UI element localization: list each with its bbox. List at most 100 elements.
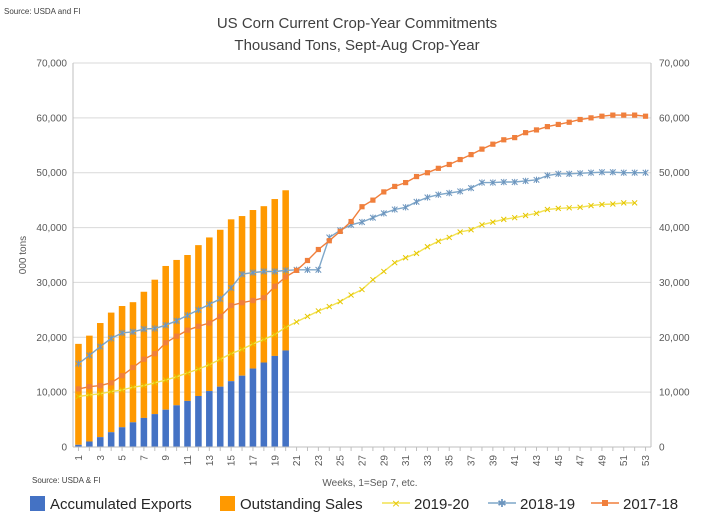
point-2017-18 <box>261 295 267 301</box>
x-tick-label: 43 <box>532 455 543 467</box>
point-2019-20 <box>108 388 115 395</box>
bar-accumulated-exports <box>238 375 246 447</box>
point-2019-20 <box>260 336 267 343</box>
y2-tick-label: 70,000 <box>659 59 690 70</box>
bar-outstanding-sales <box>216 229 224 387</box>
point-2017-18 <box>228 302 234 309</box>
x-axis-label: Weeks, 1=Sep 7, etc. <box>322 478 417 489</box>
legend-marker-2017-18 <box>602 500 608 506</box>
point-2019-20 <box>162 377 169 383</box>
point-2019-20 <box>119 387 125 393</box>
point-2017-18 <box>522 130 529 136</box>
point-2018-19 <box>140 325 148 333</box>
point-2018-19 <box>533 176 540 184</box>
point-2019-20 <box>271 331 278 338</box>
source-bottom: Source: USDA & FI <box>32 476 100 485</box>
y-tick-label: 10,000 <box>36 388 67 399</box>
axes-layer: 0 10,000 20,000 30,000 40,000 50,000 60,000 70,… <box>36 59 690 467</box>
point-2017-18 <box>195 323 202 329</box>
point-2019-20 <box>315 308 322 314</box>
y-tick-label: 30,000 <box>36 278 67 289</box>
point-2018-19 <box>358 218 366 226</box>
point-2018-19 <box>129 328 137 335</box>
point-2017-18 <box>381 189 387 195</box>
point-2017-18 <box>501 137 507 143</box>
point-2019-20 <box>500 216 507 223</box>
point-2019-20 <box>468 226 474 233</box>
bar-accumulated-exports <box>206 391 213 447</box>
point-2018-19 <box>162 322 169 329</box>
point-2017-18 <box>632 112 638 118</box>
bar-accumulated-exports <box>162 409 169 447</box>
point-2019-20 <box>599 201 605 208</box>
bar-accumulated-exports <box>249 368 257 447</box>
x-tick-label: 33 <box>423 455 434 467</box>
source-top: Source: USDA and FI <box>4 7 80 16</box>
point-2017-18 <box>304 257 311 264</box>
point-2018-19 <box>282 267 289 274</box>
point-2017-18 <box>588 115 594 121</box>
series-line-2019-20 <box>78 202 635 398</box>
x-tick-label: 37 <box>467 455 478 467</box>
bar-accumulated-exports <box>118 427 126 447</box>
point-2019-20 <box>151 379 158 386</box>
point-2018-19 <box>555 170 562 178</box>
x-tick-label: 5 <box>118 455 129 461</box>
bar-accumulated-exports <box>227 381 235 447</box>
point-2019-20 <box>555 205 562 212</box>
point-2019-20 <box>380 268 387 275</box>
point-2017-18 <box>283 274 289 280</box>
bar-accumulated-exports <box>260 362 268 447</box>
point-2017-18 <box>108 380 114 386</box>
point-2018-19 <box>544 172 551 179</box>
point-2019-20 <box>446 234 453 241</box>
legend-label-2018-19: 2018-19 <box>520 496 575 513</box>
chart-subtitle: Thousand Tons, Sept-Aug Crop-Year <box>234 37 479 54</box>
x-tick-label: 17 <box>248 455 259 467</box>
bar-outstanding-sales <box>129 302 137 423</box>
point-2018-19 <box>500 178 507 186</box>
bar-accumulated-exports <box>216 386 224 447</box>
point-2018-19 <box>227 284 235 292</box>
bar-accumulated-exports <box>195 395 202 447</box>
point-2018-19 <box>642 169 649 176</box>
point-2018-19 <box>446 189 453 197</box>
point-2018-19 <box>304 266 311 274</box>
y-axis-label: 000 tons <box>18 236 29 274</box>
x-tick-label: 13 <box>205 455 216 467</box>
point-2017-18 <box>370 197 376 203</box>
y-tick-label: 50,000 <box>36 168 67 179</box>
bar-outstanding-sales <box>140 291 148 418</box>
point-2017-18 <box>424 170 431 176</box>
point-2017-18 <box>610 112 616 118</box>
point-2017-18 <box>642 113 649 119</box>
bar-outstanding-sales <box>238 216 246 376</box>
y-tick-label: 20,000 <box>36 333 67 344</box>
point-2019-20 <box>544 206 551 213</box>
bar-outstanding-sales <box>271 199 279 356</box>
point-2017-18 <box>250 297 256 304</box>
x-tick-label: 51 <box>619 455 630 467</box>
y2-tick-label: 20,000 <box>659 333 690 344</box>
point-2018-19 <box>467 184 475 192</box>
point-2019-20 <box>217 356 224 363</box>
bar-accumulated-exports <box>184 400 191 447</box>
point-2018-19 <box>249 269 257 276</box>
point-2018-19 <box>620 169 627 176</box>
x-tick-label: 27 <box>358 455 369 467</box>
point-2019-20 <box>631 200 638 206</box>
point-2018-19 <box>478 179 486 186</box>
x-tick-label: 35 <box>445 455 456 467</box>
bar-accumulated-exports <box>75 444 82 447</box>
point-2018-19 <box>380 210 387 217</box>
point-2017-18 <box>555 121 561 128</box>
point-2018-19 <box>609 168 616 176</box>
point-2019-20 <box>588 202 594 209</box>
point-2017-18 <box>479 146 485 152</box>
point-2019-20 <box>282 324 289 331</box>
point-2018-19 <box>631 169 638 176</box>
point-2019-20 <box>293 319 300 325</box>
point-2019-20 <box>609 201 616 207</box>
point-2017-18 <box>403 179 409 186</box>
